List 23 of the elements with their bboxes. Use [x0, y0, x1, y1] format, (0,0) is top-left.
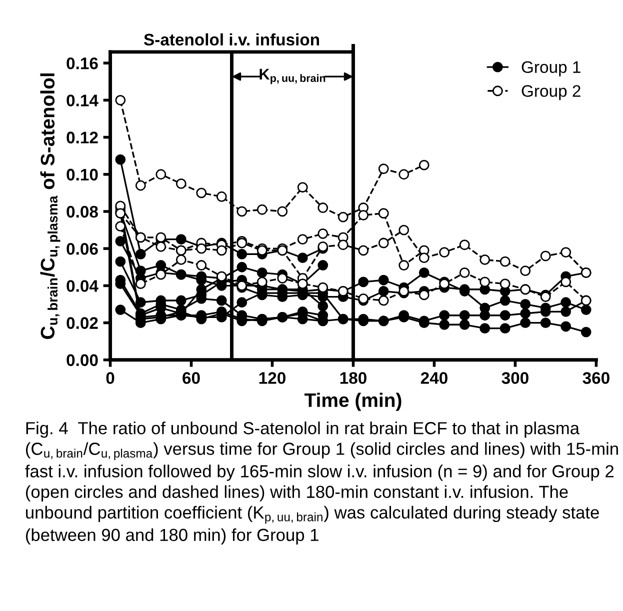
x-tick-label: 300 — [502, 372, 528, 384]
x-axis-title: Time (min) — [304, 392, 402, 411]
y-tick-label: 0.08 — [66, 206, 98, 218]
y-tick-label: 0.16 — [66, 57, 98, 70]
x-tick-label: 60 — [182, 372, 200, 384]
y-tick-label: 0.02 — [66, 317, 98, 329]
x-tick-label: 180 — [340, 372, 366, 384]
y-tick-label: 0.10 — [66, 168, 98, 181]
legend-label: Group 2 — [522, 85, 580, 100]
text: S-atenolol i.v. infusion — [144, 33, 320, 46]
y-tick-label: 0.12 — [66, 132, 98, 144]
y-tick-label: 0.14 — [66, 94, 98, 106]
y-tick-label: 0.00 — [66, 354, 98, 366]
x-tick-label: 0 — [106, 372, 114, 384]
text: Fig. 4 The ratio of unbound S-atenolol in rat brain ECF to that in plasma (C$_{u,brain}$/C$_{u,plasma}$) versus time for Group 1 (solid circles and lines) with 15-min fast i.v. infusion followed by 165-min slow i.v. infusion (n = 9) and for Group 2 (open circles and dashed lines) with 180-min constant i.v. infusion. The unbound partition coefficient (K$_{p,uu,brain}$) was calculated during steady state (between 90 and 180 min) for Group 1 — [25, 422, 618, 545]
x-tick-label: 240 — [420, 372, 448, 384]
annotation: K$_{p,uu,brain}$ — [260, 68, 326, 84]
y-tick-label: 0.06 — [66, 242, 98, 255]
x-tick-label: 360 — [582, 372, 610, 384]
x-tick-label: 120 — [259, 372, 286, 384]
legend-label: Group 1 — [522, 61, 580, 76]
y-axis-title: C$_{u,brain}$/C$_{u,plasma}$ of S-atenolol — [40, 73, 60, 339]
y-tick-label: 0.04 — [66, 280, 98, 292]
